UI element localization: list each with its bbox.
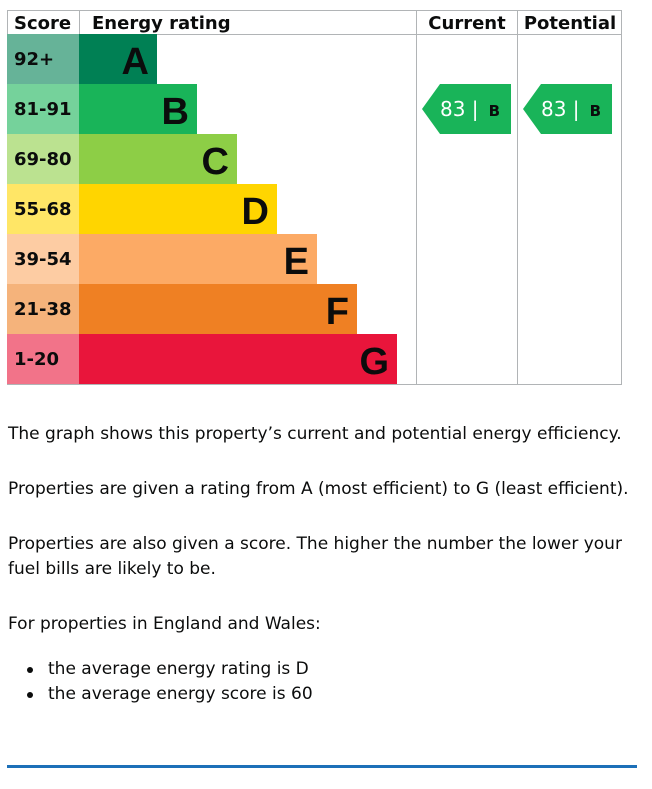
band-e-score-cell: [7, 234, 79, 284]
list-item: the average energy score is 60: [8, 682, 313, 707]
band-f-letter: F: [326, 291, 349, 333]
potential-rating-score-label: 83 |: [541, 97, 580, 121]
band-a-score-cell: [7, 34, 79, 84]
epc-chart: Score Energy rating Current Potential 92…: [7, 10, 622, 385]
band-a-letter: A: [122, 41, 149, 83]
band-b-letter: B: [162, 91, 189, 133]
band-d-range-label: 55-68: [14, 199, 72, 220]
band-e-range-label: 39-54: [14, 249, 72, 270]
band-d-letter: D: [242, 191, 269, 233]
band-d-bar: [79, 184, 277, 234]
band-b-score-cell: [7, 84, 79, 134]
current-rating-score-label: 83 |: [440, 97, 479, 121]
rating-explanation-paragraph: Properties are given a rating from A (mo…: [8, 479, 629, 499]
list-item: the average energy rating is D: [8, 657, 313, 682]
header-current: Current: [428, 13, 506, 34]
band-b-bar: [79, 84, 197, 134]
band-f-score-cell: [7, 284, 79, 334]
band-e-letter: E: [284, 241, 309, 283]
potential-rating-letter-label: B: [590, 102, 601, 120]
score-explanation-paragraph: Properties are also given a score. The h…: [8, 534, 622, 579]
band-c-range-label: 69-80: [14, 149, 72, 170]
band-f-bar: [79, 284, 357, 334]
band-b-range-label: 81-91: [14, 99, 72, 120]
region-intro-paragraph: For properties in England and Wales:: [8, 614, 321, 634]
current-rating-arrow: [422, 84, 511, 134]
band-a-range-label: 92+: [14, 49, 54, 70]
band-f-range-label: 21-38: [14, 299, 72, 320]
description-paragraph: The graph shows this property’s current …: [8, 424, 622, 444]
band-c-bar: [79, 134, 237, 184]
band-a-bar: [79, 34, 157, 84]
header-potential: Potential: [524, 13, 616, 34]
rating-bands: 92+ A 81-91 B 69-80 C 55-68 D 39-54 E 21-38 F 1-20 G: [7, 34, 397, 384]
band-c-letter: C: [202, 141, 229, 183]
chart-headers: Score Energy rating Current Potential: [14, 13, 616, 34]
band-g-score-cell: [7, 334, 79, 384]
average-list: the average energy rating is D the avera…: [8, 657, 313, 707]
section-divider: [7, 765, 637, 768]
rating-indicators: 83 | B 83 | B: [422, 84, 612, 134]
potential-rating-arrow: [523, 84, 612, 134]
band-g-letter: G: [359, 341, 389, 383]
header-energy-rating: Energy rating: [92, 13, 231, 34]
band-e-bar: [79, 234, 317, 284]
band-c-score-cell: [7, 134, 79, 184]
header-score: Score: [14, 13, 71, 34]
band-g-range-label: 1-20: [14, 349, 59, 370]
band-g-bar: [79, 334, 397, 384]
band-d-score-cell: [7, 184, 79, 234]
current-rating-letter-label: B: [489, 102, 500, 120]
